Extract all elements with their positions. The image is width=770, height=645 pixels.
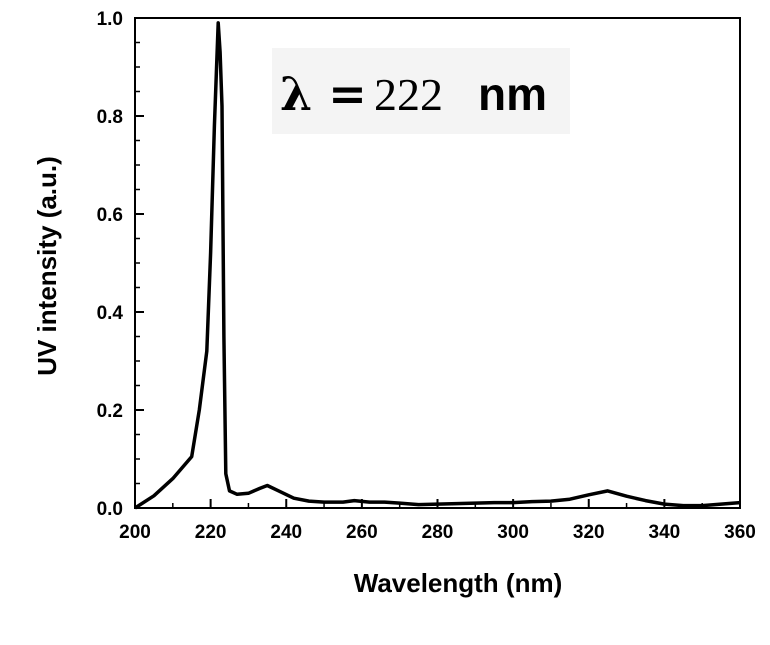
annotation-box	[272, 48, 570, 134]
x-tick-label: 340	[649, 522, 681, 543]
x-tick-label: 320	[573, 522, 605, 543]
annotation-unit: nm	[478, 68, 547, 120]
x-axis: 200 220 240 260 280 300 320 340 360	[119, 499, 756, 543]
uv-spectrum-line	[134, 21, 741, 510]
x-tick-label: 240	[270, 522, 302, 543]
y-tick-label: 0.2	[97, 401, 123, 422]
annotation-value: 222	[374, 69, 443, 120]
x-tick-label: 360	[724, 522, 756, 543]
y-axis-title: UV intensity (a.u.)	[32, 156, 62, 376]
y-tick-label: 0.8	[97, 107, 123, 128]
y-axis: 0.0 0.2 0.4 0.6 0.8 1.0	[97, 9, 144, 520]
x-tick-label: 200	[119, 522, 151, 543]
annotation-symbol: λ =	[280, 67, 367, 121]
y-tick-label: 1.0	[97, 9, 123, 30]
x-tick-label: 220	[195, 522, 227, 543]
y-tick-label: 0.0	[97, 499, 123, 520]
y-tick-label: 0.6	[97, 205, 123, 226]
y-tick-label: 0.4	[97, 303, 124, 324]
x-tick-label: 260	[346, 522, 378, 543]
x-tick-label: 280	[422, 522, 454, 543]
x-tick-label: 300	[497, 522, 529, 543]
x-axis-title: Wavelength (nm)	[354, 568, 562, 598]
